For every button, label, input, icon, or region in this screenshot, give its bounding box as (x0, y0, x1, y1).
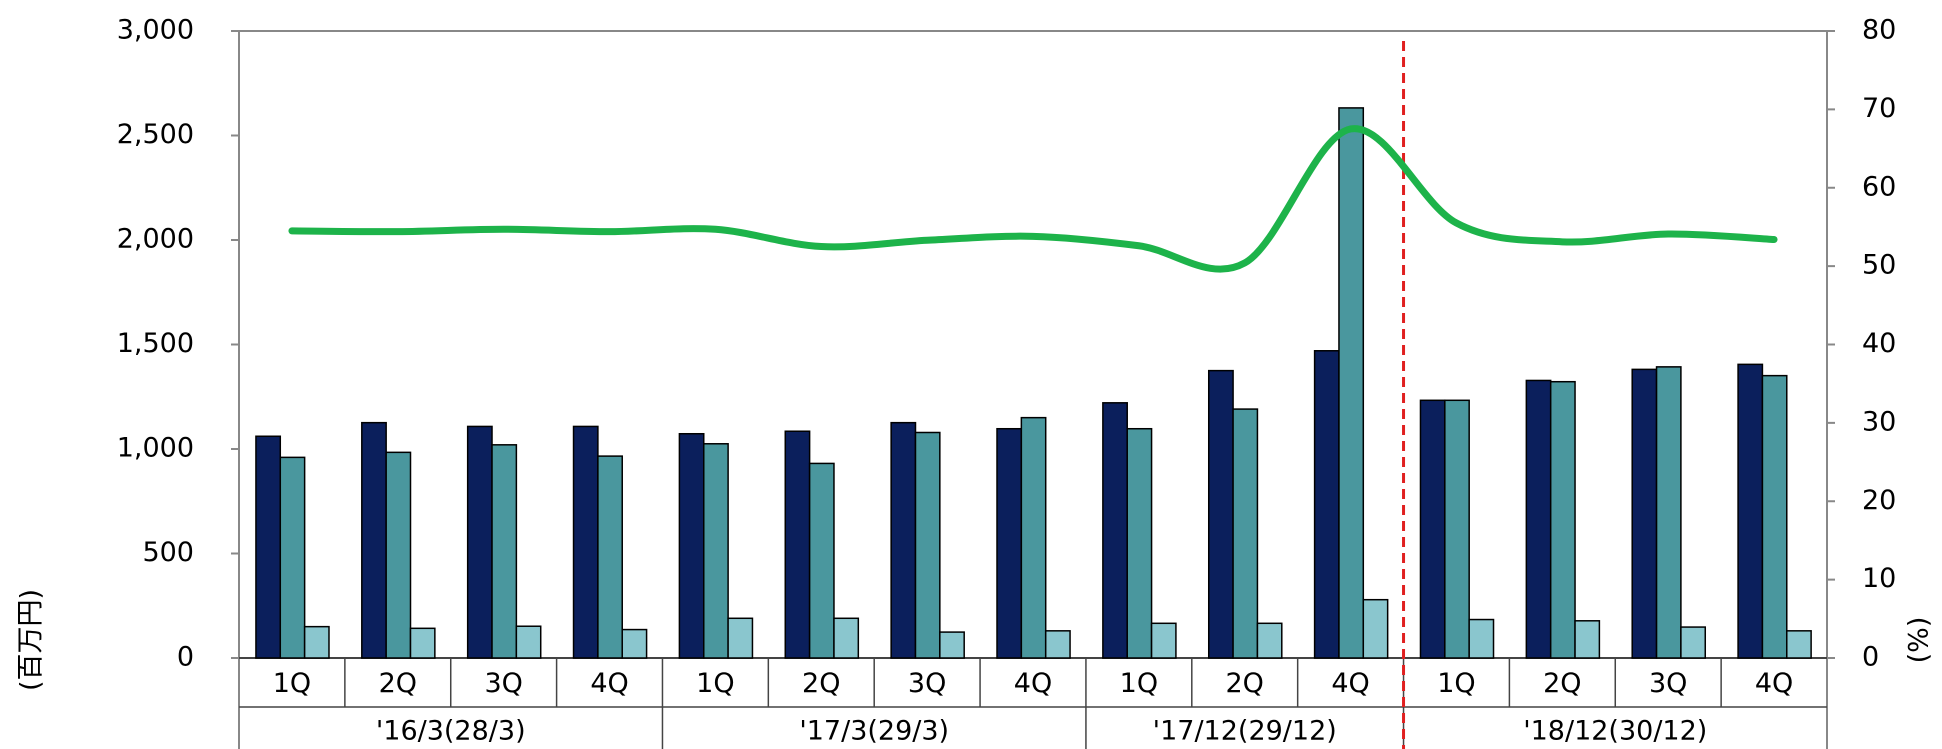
bar (890, 421, 917, 659)
bar (1737, 363, 1764, 659)
bar (678, 432, 705, 659)
bar (1444, 399, 1470, 659)
bar (939, 631, 965, 659)
y2-tick-label: 50 (1862, 250, 1896, 281)
bar (1362, 598, 1389, 659)
bar (255, 435, 282, 659)
bar (784, 430, 811, 659)
y-tick-label: 2,500 (117, 119, 194, 150)
bar (1232, 408, 1259, 659)
bar (1761, 374, 1788, 659)
bar (1549, 380, 1576, 659)
x-tick-label: 1Q (696, 668, 734, 699)
x-tick-label: 3Q (908, 668, 946, 699)
bar (385, 451, 412, 659)
bar (1020, 416, 1047, 659)
x-tick-label: 3Q (484, 668, 522, 699)
x-tick-label: 2Q (802, 668, 840, 699)
bar (833, 617, 860, 659)
x-tick-label: 4Q (1331, 668, 1369, 699)
bar (1150, 622, 1177, 659)
x-tick-label: 4Q (590, 668, 628, 699)
y-tick-label: 1,000 (117, 433, 194, 464)
x-tick-label: 1Q (273, 668, 311, 699)
y2-tick-label: 30 (1862, 406, 1896, 437)
bar (1313, 350, 1340, 659)
bar (303, 625, 330, 659)
bar (466, 425, 493, 659)
bar (1786, 630, 1812, 659)
y2-tick-label: 60 (1862, 171, 1896, 202)
bar (1256, 622, 1283, 659)
bar (914, 431, 941, 659)
bar (1102, 402, 1128, 659)
bar (1338, 107, 1365, 659)
bar (572, 425, 599, 659)
bar (621, 628, 648, 659)
x-tick-label: 1Q (1437, 668, 1475, 699)
bar (597, 455, 623, 659)
bar (1574, 620, 1601, 659)
y-tick-label: 0 (177, 642, 194, 673)
bar (409, 627, 436, 659)
y2-tick-label: 0 (1862, 642, 1879, 673)
group-label: '17/12(29/12) (1153, 716, 1337, 747)
bar (808, 462, 835, 659)
bar (1044, 630, 1071, 659)
x-tick-label: 4Q (1755, 668, 1793, 699)
y2-tick-label: 10 (1862, 563, 1896, 594)
group-label: '16/3(28/3) (376, 716, 526, 747)
line (288, 125, 1778, 273)
bar (1207, 369, 1234, 659)
x-tick-label: 2Q (1226, 668, 1264, 699)
y2-tick-label: 80 (1862, 15, 1896, 46)
bar (1126, 427, 1153, 659)
y-tick-label: 2,000 (117, 224, 194, 255)
bar (361, 421, 387, 659)
y-axis-label: (百万円) (16, 589, 47, 691)
y2-axis-label: (%) (1904, 617, 1935, 664)
y2-tick-label: 70 (1862, 93, 1896, 124)
x-tick-label: 4Q (1014, 668, 1052, 699)
y-tick-label: 1,500 (117, 328, 194, 359)
bar (1680, 626, 1707, 659)
bar (703, 443, 729, 659)
bar (1468, 618, 1495, 659)
y2-tick-label: 40 (1862, 328, 1896, 359)
group-label: '18/12(30/12) (1523, 716, 1707, 747)
y2-tick-label: 20 (1862, 485, 1896, 516)
y-tick-label: 500 (142, 537, 194, 568)
group-label: '17/3(29/3) (799, 716, 949, 747)
bar (727, 617, 754, 659)
x-tick-label: 3Q (1649, 668, 1687, 699)
bar (1631, 368, 1658, 659)
bar (1655, 366, 1682, 659)
bar (1419, 399, 1446, 659)
x-tick-label: 2Q (1543, 668, 1581, 699)
bar (279, 456, 306, 659)
x-tick-label: 2Q (379, 668, 417, 699)
bar (515, 625, 542, 659)
bar (1525, 379, 1552, 659)
x-tick-label: 1Q (1120, 668, 1158, 699)
bar (491, 444, 518, 659)
bar (996, 427, 1023, 659)
y-tick-label: 3,000 (117, 15, 194, 46)
